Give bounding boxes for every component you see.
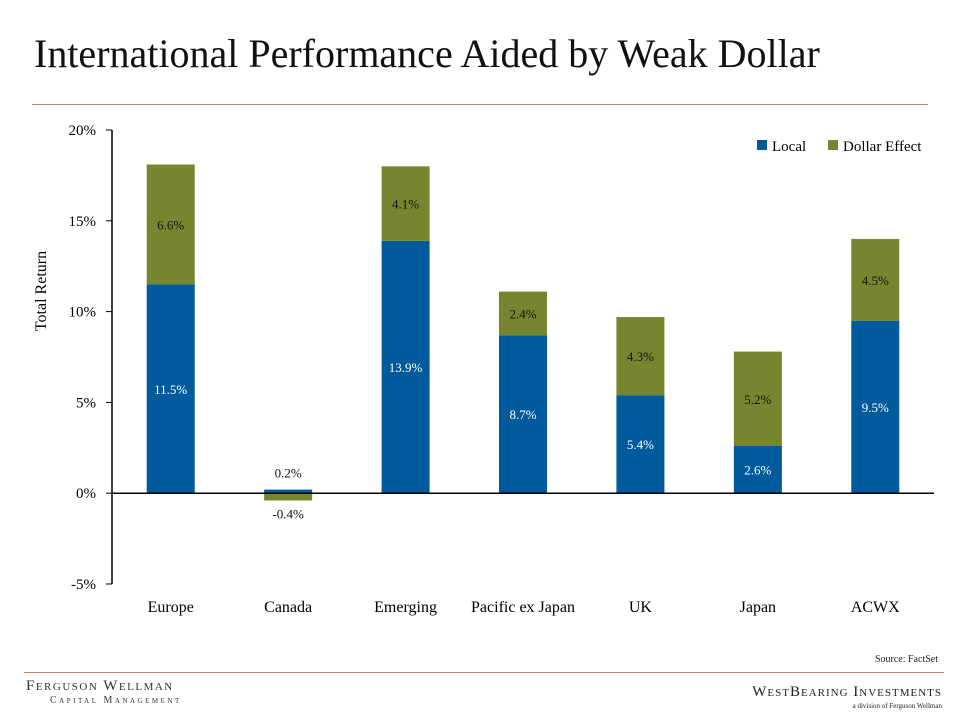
bar-dollar-effect xyxy=(264,493,313,501)
legend-label: Local xyxy=(772,139,806,155)
source-note: Source: FactSet xyxy=(874,654,938,665)
logo-name-right: WestBearing Investments xyxy=(752,684,942,700)
data-label: -0.4% xyxy=(272,506,304,521)
bar-dollar-effect xyxy=(146,164,195,285)
y-tick-label: 10% xyxy=(69,305,97,321)
x-tick-label: Canada xyxy=(264,599,312,616)
footer-divider xyxy=(24,672,944,673)
bar-local xyxy=(733,445,782,494)
data-label: 5.2% xyxy=(744,392,771,407)
data-label: 4.3% xyxy=(627,349,654,364)
legend-swatch xyxy=(757,140,767,150)
y-tick-label: 20% xyxy=(69,123,97,139)
data-label: 9.5% xyxy=(862,400,889,415)
data-label: 5.4% xyxy=(627,437,654,452)
data-label: 0.2% xyxy=(275,466,302,481)
x-tick-label: Japan xyxy=(740,599,776,616)
logo-sub-right: a division of Ferguson Wellman xyxy=(852,702,942,710)
logo-name-left: Ferguson Wellman xyxy=(26,678,174,694)
x-tick-label: ACWX xyxy=(851,599,900,616)
x-tick-label: UK xyxy=(629,599,653,616)
data-label: 8.7% xyxy=(509,407,536,422)
data-label: 4.1% xyxy=(392,197,419,212)
bar-dollar-effect xyxy=(733,351,782,446)
data-label: 13.9% xyxy=(389,360,423,375)
y-axis-title: Total Return xyxy=(33,251,50,331)
data-label: 2.4% xyxy=(509,306,536,321)
bar-dollar-effect xyxy=(381,166,430,241)
bar-local xyxy=(851,320,900,494)
bar-dollar-effect xyxy=(616,317,665,396)
bar-dollar-effect xyxy=(851,238,900,321)
data-label: 6.6% xyxy=(157,217,184,232)
data-label: 4.5% xyxy=(862,273,889,288)
data-label: 2.6% xyxy=(744,463,771,478)
bar-local xyxy=(381,240,430,494)
title-divider xyxy=(32,104,928,105)
bar-local xyxy=(616,395,665,494)
stacked-bar-chart: -5% 0% 5% 10% 15% 20% Total Return 11.5% 6.6% Eur… xyxy=(33,123,934,616)
legend-label: Dollar Effect xyxy=(843,139,922,155)
ferguson-wellman-logo: Ferguson Wellman Capital Management xyxy=(26,678,182,706)
bar-dollar-effect xyxy=(499,291,547,336)
y-tick-label: 5% xyxy=(76,395,96,411)
y-tick-label: 15% xyxy=(69,214,97,230)
bar-local xyxy=(146,284,195,494)
legend-swatch xyxy=(828,140,838,150)
logo-sub-left: Capital Management xyxy=(50,695,182,706)
data-label: 11.5% xyxy=(154,382,187,397)
bar-local xyxy=(499,335,547,494)
x-tick-label: Europe xyxy=(148,599,194,616)
bar-local xyxy=(264,489,313,494)
x-tick-label: Emerging xyxy=(374,599,437,616)
westbearing-logo: WestBearing Investments a division of Fe… xyxy=(752,684,942,710)
x-tick-label: Pacific ex Japan xyxy=(471,599,575,616)
page-title: International Performance Aided by Weak … xyxy=(34,31,820,76)
y-tick-label: -5% xyxy=(71,577,96,593)
y-tick-label: 0% xyxy=(76,486,96,502)
